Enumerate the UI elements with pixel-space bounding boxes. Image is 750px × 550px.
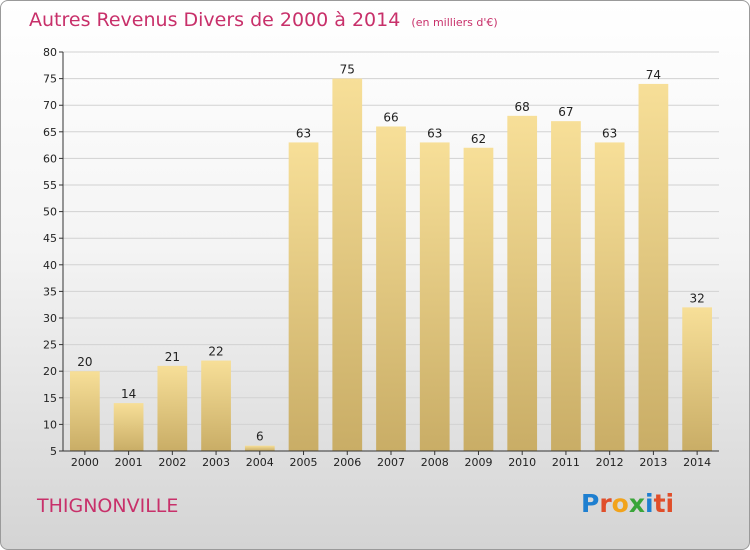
x-tick-label: 2014 [683,456,711,469]
logo-letter: x [628,489,645,518]
chart-title: Autres Revenus Divers de 2000 à 2014 [29,9,401,31]
x-tick-label: 2003 [202,456,230,469]
bar [594,142,625,451]
x-tick-label: 2005 [290,456,318,469]
y-tick-label: 35 [43,285,57,298]
x-tick-label: 2013 [639,456,667,469]
y-tick-label: 5 [50,445,57,458]
bar [69,371,100,451]
bars: 20 14 21 22 6 63 75 66 63 62 68 67 63 74 32 [69,63,713,452]
city-name: THIGNONVILLE [37,495,179,517]
logo-letter: i [645,489,654,518]
bar [463,147,494,451]
chart-title-block: Autres Revenus Divers de 2000 à 2014 (en… [29,9,498,31]
data-label: 75 [340,63,355,77]
bar [288,142,319,451]
x-tick-label: 2012 [596,456,624,469]
bar [682,307,713,451]
data-label: 22 [208,345,223,359]
x-tick-label: 2000 [71,456,99,469]
y-tick-label: 65 [43,126,57,139]
x-tick-label: 2004 [246,456,274,469]
logo-letter: P [581,489,600,518]
data-label: 63 [296,126,311,140]
y-tick-label: 30 [43,312,57,325]
data-label: 6 [256,430,264,444]
data-label: 20 [77,355,92,369]
y-tick-label: 15 [43,392,57,405]
y-tick-label: 20 [43,365,57,378]
y-tick-label: 45 [43,232,57,245]
chart-subtitle: (en milliers d'€) [411,16,498,29]
bar [201,360,231,451]
bar [157,365,188,451]
y-tick-label: 50 [43,206,57,219]
data-label: 14 [121,387,136,401]
x-tick-label: 2010 [508,456,536,469]
bar [332,78,363,451]
data-label: 74 [646,68,661,82]
axes: 5 10 15 20 25 30 35 40 45 50 55 60 65 70 75 80 2000 2001 2… [43,46,719,469]
bar [551,121,581,451]
logo-letter: r [599,489,612,518]
data-label: 63 [427,126,442,140]
bar [244,445,275,451]
data-label: 21 [165,350,180,364]
bar [419,142,450,451]
proxiti-logo: Proxiti [581,489,674,518]
data-label: 63 [602,126,617,140]
y-tick-label: 55 [43,179,57,192]
data-label: 67 [558,105,573,119]
y-tick-label: 60 [43,152,57,165]
x-tick-label: 2007 [377,456,405,469]
data-label: 32 [689,291,704,305]
y-tick-label: 70 [43,99,57,112]
y-tick-label: 25 [43,339,57,352]
bar [376,126,406,451]
bar [638,83,669,452]
x-tick-label: 2002 [158,456,186,469]
bar [507,115,538,451]
data-label: 66 [383,110,398,124]
logo-letter: o [611,489,629,518]
x-tick-label: 2006 [333,456,361,469]
y-tick-label: 40 [43,259,57,272]
y-tick-label: 80 [43,46,57,59]
x-tick-label: 2001 [115,456,143,469]
y-tick-label: 75 [43,73,57,86]
x-tick-label: 2011 [552,456,580,469]
bar [113,403,144,451]
x-tick-label: 2008 [421,456,449,469]
x-tick-label: 2009 [464,456,492,469]
data-label: 68 [515,100,530,114]
y-tick-label: 10 [43,418,57,431]
data-label: 62 [471,132,486,146]
logo-letter: ti [653,489,675,518]
